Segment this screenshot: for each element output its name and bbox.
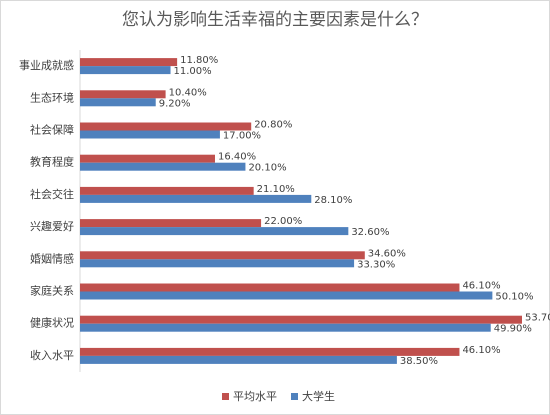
data-label: 46.10% [462,345,500,356]
bar [80,66,171,75]
bar [80,58,178,67]
legend-swatch [291,393,298,400]
legend-swatch [222,393,229,400]
data-label: 32.60% [351,227,389,238]
bar [80,162,246,171]
data-label: 53.70% [525,313,550,324]
bar [80,283,460,292]
data-label: 21.10% [257,184,295,195]
y-tick-label: 婚姻情感 [30,251,74,265]
bar [80,194,312,203]
data-label: 9.20% [159,98,191,109]
y-tick-label: 教育程度 [30,155,74,169]
data-label: 49.90% [494,324,532,335]
data-label: 28.10% [314,195,352,206]
bar [80,227,349,236]
bar [80,90,166,99]
y-tick-label: 生态环境 [30,90,74,104]
data-label: 22.00% [264,216,302,227]
data-label: 17.00% [223,131,261,142]
data-label: 46.10% [462,281,500,292]
bar [80,355,397,364]
data-label: 38.50% [400,356,438,367]
bar [80,154,215,163]
data-label: 33.30% [357,259,395,270]
legend-label: 平均水平 [233,390,277,403]
y-tick-label: 社会保障 [30,123,74,137]
y-tick-label: 事业成就感 [19,58,74,72]
data-label: 20.80% [254,120,292,131]
bar [80,315,522,324]
y-tick-label: 收入水平 [30,348,74,362]
y-tick-label: 健康状况 [30,316,74,330]
data-label: 20.10% [248,163,286,174]
bar [80,347,460,356]
data-label: 50.10% [495,292,533,303]
bar [80,219,262,228]
data-label: 34.60% [368,248,406,259]
chart-title: 您认为影响生活幸福的主要因素是什么？ [122,10,428,30]
data-label: 16.40% [218,152,256,163]
y-tick-label: 兴趣爱好 [30,219,74,233]
legend-label: 大学生 [302,389,335,403]
y-tick-label: 社会交往 [30,187,74,201]
bar [80,98,156,107]
bar [80,251,365,260]
bar [80,130,220,139]
y-tick-label: 家庭关系 [30,284,74,298]
bar [80,122,252,131]
data-label: 11.00% [174,66,212,77]
bar [80,323,491,332]
bar [80,291,493,300]
data-label: 11.80% [180,55,218,66]
data-label: 10.40% [169,87,207,98]
bar [80,186,254,195]
bar [80,259,355,268]
